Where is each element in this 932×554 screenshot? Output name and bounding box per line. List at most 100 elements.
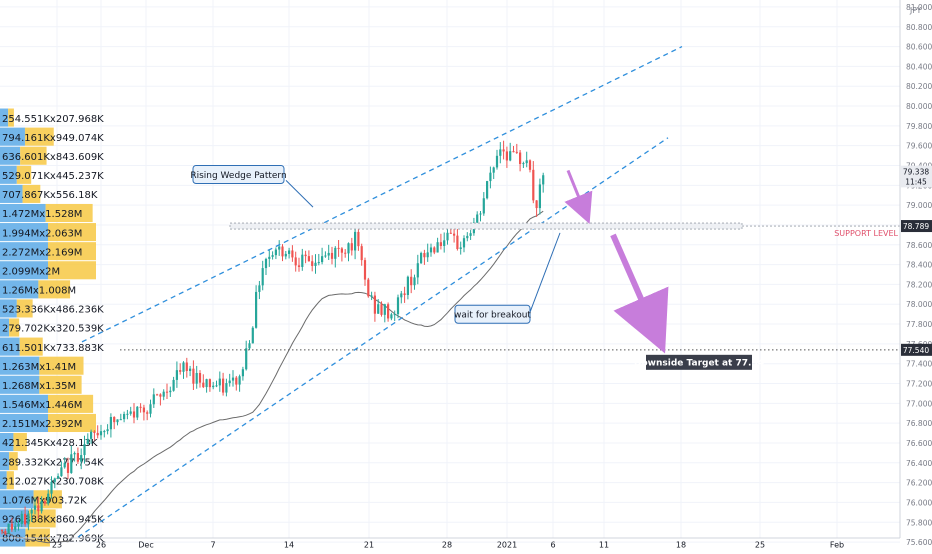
candle-body	[195, 372, 198, 384]
candle-body	[387, 304, 390, 319]
candle-body	[93, 431, 96, 433]
volume-buy-bar	[0, 203, 46, 223]
candle-body	[525, 160, 528, 164]
volume-sell-bar	[48, 261, 96, 280]
candle-body	[512, 151, 515, 153]
price-axis-tick: 76.600	[906, 439, 932, 448]
candle-body	[47, 493, 50, 504]
candle-body	[248, 343, 251, 349]
breakout-callout-pointer	[529, 232, 561, 313]
candle-body	[90, 431, 93, 439]
volume-profile-label: 529.071Kx445.237K	[2, 171, 104, 182]
candle-body	[439, 242, 442, 246]
candle-body	[330, 252, 334, 259]
candle-body	[182, 362, 185, 372]
price-axis-tick: 80.400	[906, 62, 932, 71]
candle-body	[126, 413, 129, 415]
candle-body	[426, 252, 429, 258]
price-badge-label: 79.338	[903, 168, 929, 177]
candle-body	[334, 247, 337, 259]
volume-profile-label: 2.151Mx2.392M	[2, 419, 82, 430]
price-axis-tick: 80.000	[906, 102, 932, 111]
candle-body	[159, 394, 162, 397]
candle-body	[70, 454, 73, 473]
candle-body	[129, 411, 132, 414]
candle-body	[268, 256, 271, 259]
candle-body	[492, 167, 495, 173]
volume-buy-bar	[0, 223, 48, 242]
price-axis-tick: 79.600	[906, 142, 932, 151]
candle-body	[482, 198, 485, 214]
candle-body	[73, 453, 76, 455]
candle-body	[231, 377, 235, 381]
price-axis-tick: 76.200	[906, 479, 932, 488]
candle-body	[413, 277, 416, 286]
candle-body	[373, 295, 376, 314]
candle-body	[116, 419, 119, 423]
candle-body	[202, 382, 205, 388]
volume-profile-label: 279.702Kx320.539K	[2, 324, 104, 335]
wedge-lower-line	[77, 137, 669, 538]
candle-body	[123, 414, 126, 420]
candle-body	[258, 285, 261, 292]
candle-body	[449, 232, 452, 234]
volume-sell-bar	[20, 146, 47, 165]
price-axis-tick: 79.000	[906, 201, 932, 210]
candle-body	[251, 327, 254, 344]
volume-sell-bar	[13, 433, 27, 452]
candle-body	[443, 240, 446, 246]
volume-buy-bar	[0, 318, 10, 337]
candle-body	[502, 149, 505, 152]
candle-body	[43, 501, 46, 504]
candle-body	[278, 246, 281, 250]
candle-body	[321, 256, 324, 263]
candle-body	[499, 149, 502, 156]
candle-body	[347, 243, 350, 254]
candle-body	[86, 438, 89, 445]
volume-buy-bar	[0, 356, 40, 375]
candle-body	[274, 249, 277, 256]
candle-body	[149, 404, 152, 414]
price-axis-tick: 81.000	[906, 3, 932, 12]
price-axis-tick: 77.000	[906, 399, 932, 408]
candle-body	[17, 523, 20, 527]
candle-body	[390, 314, 393, 319]
candle-body	[416, 263, 419, 278]
candle-body	[53, 478, 56, 482]
candle-body	[103, 431, 106, 433]
candle-body	[538, 184, 541, 209]
time-axis-tick: 23	[52, 541, 62, 550]
volume-profile-label: 636.601Kx843.609K	[2, 152, 104, 163]
volume-profile-label: 1.546Mx1.446M	[2, 400, 82, 411]
volume-buy-bar	[0, 375, 40, 394]
candle-body	[205, 379, 208, 388]
candle-body	[380, 304, 383, 315]
price-axis-tick: 78.600	[906, 241, 932, 250]
volume-sell-bar	[45, 203, 93, 223]
candle-body	[360, 246, 363, 261]
candle-body	[261, 268, 264, 286]
candle-body	[10, 523, 13, 530]
candle-body	[284, 253, 287, 257]
candle-body	[466, 235, 469, 239]
wedge-callout-pointer	[285, 180, 314, 208]
volume-buy-bar	[0, 146, 21, 165]
volume-profile-label: 523.336Kx486.236K	[2, 305, 104, 316]
candle-body	[423, 253, 426, 258]
price-badge	[901, 343, 932, 356]
time-axis-tick: Dec	[138, 541, 153, 550]
candle-body	[33, 505, 37, 510]
wedge-callout-box	[192, 164, 285, 184]
candle-body	[80, 455, 83, 462]
candle-body	[340, 248, 343, 253]
candle-body	[327, 252, 330, 256]
volume-sell-bar	[6, 471, 14, 490]
candle-body	[370, 295, 373, 297]
candle-body	[264, 258, 268, 269]
candle-body	[225, 383, 228, 393]
volume-profile-label: 1.26Mx1.008M	[2, 286, 76, 297]
candle-body	[446, 232, 449, 241]
candle-body	[0, 529, 4, 532]
candle-body	[311, 261, 314, 266]
